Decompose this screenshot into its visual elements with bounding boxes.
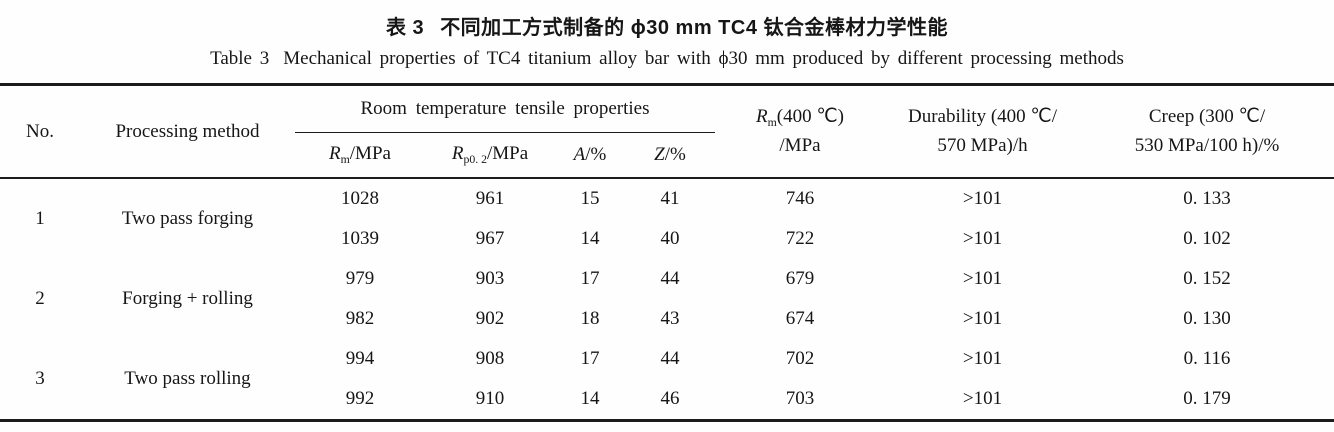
- cell-rp02: 902: [475, 308, 505, 330]
- cell-no: 1: [35, 208, 45, 230]
- unit-percent: /%: [585, 144, 607, 166]
- unit-percent: /%: [664, 144, 686, 166]
- cell-rm400: 746: [785, 188, 815, 210]
- table-caption-en-label: Table 3: [210, 48, 270, 69]
- cell-durability: >101: [962, 188, 1003, 210]
- cell-creep: 0. 179: [1183, 388, 1231, 410]
- col-header-no: No.: [26, 120, 54, 142]
- cell-a: 17: [580, 268, 600, 290]
- col-header-rp02: Rp0. 2/MPa: [425, 133, 555, 179]
- col-header-rm: Rm/MPa: [295, 133, 425, 179]
- col-header-rm-400: Rm(400 ℃) /MPa: [715, 85, 885, 179]
- cell-rp02: 903: [475, 268, 505, 290]
- cell-rm: 1039: [341, 228, 379, 250]
- col-header-creep: Creep (300 ℃/ 530 MPa/100 h)/%: [1080, 85, 1334, 179]
- cell-processing-method: Two pass rolling: [124, 368, 251, 390]
- table-caption-zh: 表 3 不同加工方式制备的 ϕ30 mm TC4 钛合金棒材力学性能: [0, 0, 1334, 40]
- symbol-A: A: [573, 144, 586, 166]
- symbol-Z: Z: [654, 144, 665, 166]
- subscript-m: m: [767, 115, 777, 129]
- cell-rm: 992: [345, 388, 375, 410]
- col-header-rm-400-line1: Rm(400 ℃): [715, 103, 885, 132]
- subscript-p02: p0. 2: [463, 153, 487, 167]
- col-header-rm-400-line2: /MPa: [779, 134, 821, 156]
- cell-a: 15: [580, 188, 600, 210]
- cell-durability: >101: [962, 348, 1003, 370]
- symbol-R: R: [451, 143, 464, 165]
- table-caption-zh-label: 表 3: [386, 17, 425, 39]
- cell-a: 14: [580, 388, 600, 410]
- header-row-1: No. Processing method Room temperature t…: [0, 84, 1334, 156]
- cell-creep: 0. 102: [1183, 228, 1231, 250]
- cell-rm400: 722: [785, 228, 815, 250]
- table-row: 1039 967 14 40 722 >101 0. 102: [0, 219, 1334, 259]
- cell-rp02: 961: [475, 188, 505, 210]
- table-row: 982 902 18 43 674 >101 0. 130: [0, 299, 1334, 339]
- header-row-2: Rm/MPa Rp0. 2/MPa A/% Z/%: [0, 133, 1334, 179]
- cell-rm400: 702: [785, 348, 815, 370]
- cell-z: 43: [660, 308, 680, 330]
- table-row: 1 Two pass forging 1028 961 15 41 746 >1…: [0, 178, 1334, 229]
- cell-rm: 982: [345, 308, 375, 330]
- cell-durability: >101: [962, 388, 1003, 410]
- cell-rm: 994: [345, 348, 375, 370]
- cell-durability: >101: [962, 268, 1003, 290]
- col-group-header-room-temp: Room temperature tensile properties: [295, 84, 715, 133]
- cell-rp02: 908: [475, 348, 505, 370]
- cell-rm400: 703: [785, 388, 815, 410]
- cell-a: 14: [580, 228, 600, 250]
- cell-no: 3: [35, 368, 45, 390]
- cell-creep: 0. 152: [1183, 268, 1231, 290]
- cell-processing-method: Two pass forging: [121, 208, 254, 230]
- cell-no: 2: [35, 288, 45, 310]
- col-header-durability-line2: 570 MPa)/h: [937, 134, 1028, 156]
- cell-a: 17: [580, 348, 600, 370]
- cell-rm400: 674: [785, 308, 815, 330]
- cell-z: 44: [660, 268, 680, 290]
- cell-creep: 0. 116: [1183, 348, 1231, 370]
- cell-rm400: 679: [785, 268, 815, 290]
- cell-durability: >101: [962, 228, 1003, 250]
- symbol-R: R: [329, 143, 341, 165]
- col-header-durability: Durability (400 ℃/ 570 MPa)/h: [885, 85, 1080, 179]
- cell-z: 44: [660, 348, 680, 370]
- table-header: No. Processing method Room temperature t…: [0, 84, 1334, 179]
- cell-creep: 0. 130: [1183, 308, 1231, 330]
- unit-mpa: /MPa: [486, 143, 529, 165]
- col-header-creep-line1: Creep (300 ℃/: [1148, 106, 1266, 127]
- cell-z: 41: [660, 188, 680, 210]
- cell-z: 46: [660, 388, 680, 410]
- table-row: 3 Two pass rolling 994 908 17 44 702 >10…: [0, 339, 1334, 389]
- cell-a: 18: [580, 308, 600, 330]
- table-body: 1 Two pass forging 1028 961 15 41 746 >1…: [0, 178, 1334, 421]
- table-row: 2 Forging + rolling 979 903 17 44 679 >1…: [0, 259, 1334, 309]
- cell-z: 40: [660, 228, 680, 250]
- cell-creep: 0. 133: [1183, 188, 1231, 210]
- mechanical-properties-table: No. Processing method Room temperature t…: [0, 83, 1334, 422]
- table-caption-en: Table 3 Mechanical properties of TC4 tita…: [0, 48, 1334, 70]
- table-caption-zh-text: 不同加工方式制备的 ϕ30 mm TC4 钛合金棒材力学性能: [440, 17, 948, 39]
- col-header-rm-400-cond: (400 ℃): [776, 105, 844, 127]
- col-header-z: Z/%: [625, 133, 715, 179]
- cell-durability: >101: [962, 308, 1003, 330]
- cell-rp02: 910: [475, 388, 505, 410]
- col-header-creep-line2: 530 MPa/100 h)/%: [1134, 134, 1280, 156]
- col-header-processing-method: Processing method: [115, 120, 260, 142]
- cell-rp02: 967: [475, 228, 505, 250]
- cell-rm: 1028: [341, 188, 379, 210]
- table-caption-en-text: Mechanical properties of TC4 titanium al…: [283, 48, 1124, 69]
- subscript-m: m: [340, 153, 350, 167]
- col-header-durability-line1: Durability (400 ℃/: [907, 106, 1058, 127]
- symbol-R: R: [755, 105, 768, 127]
- cell-processing-method: Forging + rolling: [122, 288, 253, 310]
- unit-mpa: /MPa: [349, 143, 391, 165]
- col-header-a: A/%: [555, 133, 625, 179]
- table-row: 992 910 14 46 703 >101 0. 179: [0, 379, 1334, 421]
- cell-rm: 979: [345, 268, 375, 290]
